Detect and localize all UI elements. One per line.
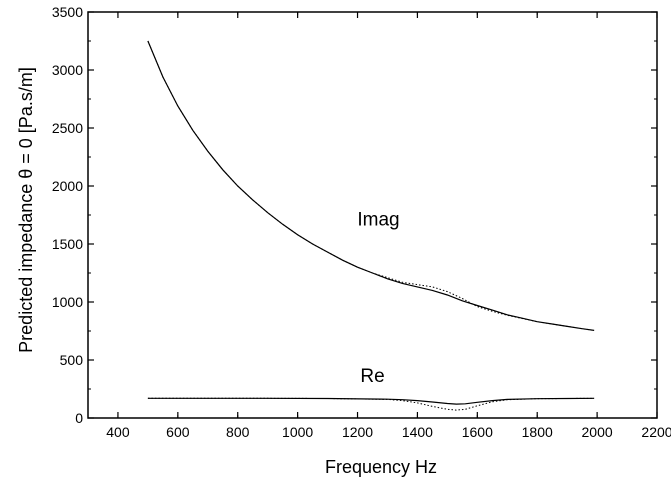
x-tick-label: 1000 [282, 424, 313, 440]
x-tick-label: 1200 [342, 424, 373, 440]
y-tick-label: 0 [75, 410, 83, 426]
x-tick-label: 2200 [641, 424, 671, 440]
y-tick-label: 1500 [52, 236, 83, 252]
y-tick-label: 2500 [52, 120, 83, 136]
x-tick-label: 800 [226, 424, 250, 440]
x-tick-label: 1600 [462, 424, 493, 440]
y-axis-title: Predicted impedance θ = 0 [Pa.s/m] [16, 67, 36, 353]
annotation-re: Re [360, 366, 384, 387]
series-line-2 [147, 40, 595, 331]
ticks: 400 600 800 1000 1200 1400 1600 1800 2000 2200 0 50… [52, 4, 671, 440]
x-tick-label: 600 [166, 424, 190, 440]
x-tick-label: 1400 [402, 424, 433, 440]
y-tick-label: 1000 [52, 294, 83, 310]
y-tick-label: 3000 [52, 62, 83, 78]
x-tick-label: 400 [106, 424, 130, 440]
series-lines [147, 40, 595, 411]
y-tick-label: 500 [60, 352, 84, 368]
annotation-imag: Imag [357, 209, 399, 230]
series-line-4 [147, 397, 595, 411]
x-tick-label: 1800 [522, 424, 553, 440]
x-tick-label: 2000 [582, 424, 613, 440]
y-tick-label: 3500 [52, 4, 83, 20]
series-line-3 [147, 397, 595, 405]
series-line-1 [147, 40, 595, 331]
y-tick-label: 2000 [52, 178, 83, 194]
x-axis-title: Frequency Hz [325, 457, 437, 477]
